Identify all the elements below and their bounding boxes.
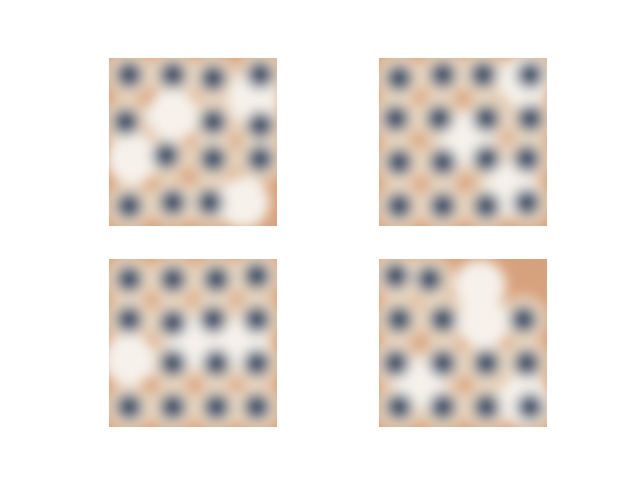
generated-sample-image bbox=[379, 259, 547, 427]
generated-sample-image bbox=[109, 58, 277, 226]
noise-overlay bbox=[109, 259, 277, 427]
sample-canvas bbox=[379, 58, 547, 226]
noise-overlay bbox=[109, 58, 277, 226]
noise-overlay bbox=[379, 259, 547, 427]
noise-overlay bbox=[379, 58, 547, 226]
generated-sample-image bbox=[379, 58, 547, 226]
sample-canvas bbox=[109, 259, 277, 427]
generated-sample-image bbox=[109, 259, 277, 427]
sample-canvas bbox=[379, 259, 547, 427]
sample-canvas bbox=[109, 58, 277, 226]
